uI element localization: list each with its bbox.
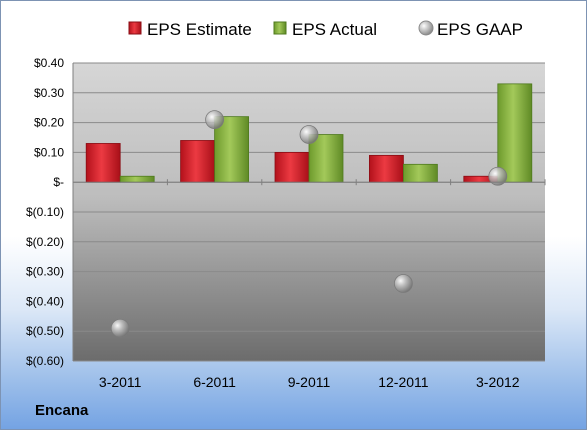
eps-gaap-point	[110, 318, 130, 338]
y-tick-label: $(0.30)	[26, 265, 64, 279]
eps-actual-bar	[214, 116, 250, 183]
legend-actual-swatch	[273, 21, 287, 35]
y-tick-label: $-	[53, 175, 64, 189]
legend-estimate-swatch	[128, 21, 142, 35]
y-tick-label: $0.40	[34, 56, 64, 70]
y-tick-label: $0.20	[34, 116, 64, 130]
legend-label: EPS Estimate	[147, 20, 252, 39]
eps-estimate-bar	[85, 143, 121, 183]
x-tick-label: 3-2012	[476, 374, 520, 390]
bars	[85, 83, 533, 183]
y-tick-label: $(0.10)	[26, 205, 64, 219]
y-tick-label: $(0.60)	[26, 354, 64, 368]
legend-label: EPS Actual	[292, 20, 377, 39]
eps-estimate-bar	[180, 140, 216, 183]
x-tick-label: 9-2011	[288, 374, 331, 390]
y-tick-label: $0.30	[34, 86, 64, 100]
eps-gaap-point	[299, 125, 319, 144]
y-axis: $0.40 $0.30 $0.20 $0.10 $- $(0.10) $(0.20) $(0.…	[26, 56, 545, 368]
legend-label: EPS GAAP	[437, 20, 523, 39]
eps-gaap-point	[393, 274, 413, 293]
y-tick-label: $0.10	[34, 145, 64, 159]
eps-actual-bar	[497, 83, 533, 183]
x-axis: 3-2011 6-2011 9-2011 12-2011 3-2012	[99, 179, 546, 390]
eps-gaap-point	[205, 110, 225, 130]
gridlines	[73, 62, 545, 362]
eps-estimate-bar	[368, 154, 404, 183]
company-name: Encana	[35, 402, 89, 419]
eps-gaap-point	[488, 166, 508, 186]
eps-estimate-bar	[274, 151, 310, 183]
y-tick-label: $(0.20)	[26, 235, 64, 249]
x-tick-label: 3-2011	[99, 374, 142, 390]
eps-actual-bar	[119, 175, 155, 183]
y-tick-label: $(0.40)	[26, 294, 64, 308]
x-tick-label: 6-2011	[193, 374, 236, 390]
eps-actual-bar	[308, 134, 344, 183]
x-tick-label: 12-2011	[378, 374, 429, 390]
legend-gaap-swatch	[418, 20, 434, 36]
eps-actual-bar	[402, 163, 438, 183]
y-tick-label: $(0.50)	[26, 324, 64, 338]
legend: EPS Estimate EPS Actual EPS GAAP	[128, 20, 523, 39]
gaap-points	[110, 110, 508, 338]
